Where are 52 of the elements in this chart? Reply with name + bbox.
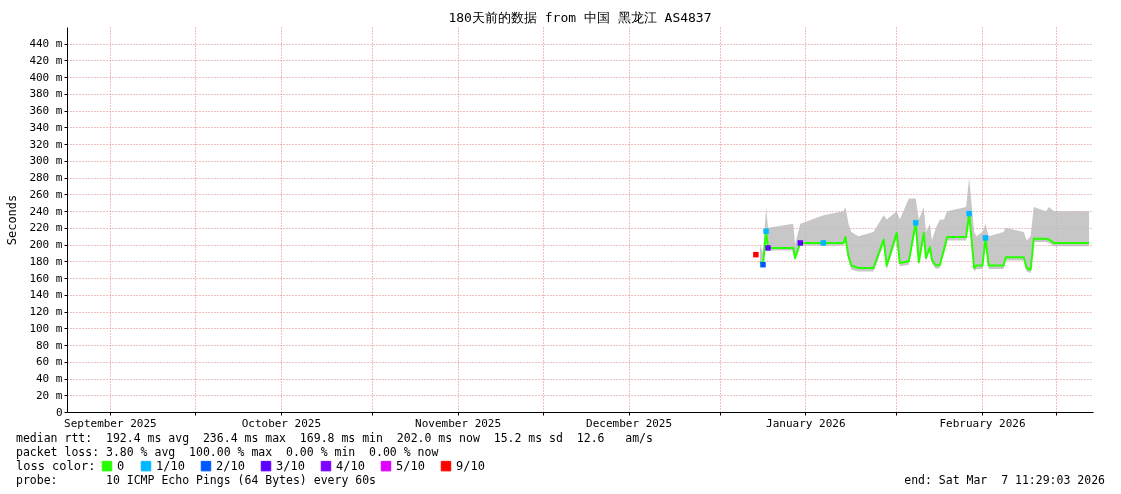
point — [763, 228, 769, 234]
text: median rtt: 192.4 ms avg 236.4 ms max 169.8 ms min 202.0 ms now 15.2 ms sd 12.6 am/s — [16, 431, 653, 445]
legend-label: 5/10 — [396, 459, 425, 474]
legend-label: 2/10 — [216, 459, 245, 474]
y-tick-label: 20 m — [36, 388, 63, 402]
y-tick-label: 160 m — [29, 271, 63, 285]
y-tick-label: 240 m — [29, 204, 63, 218]
x-tick-label: February 2026 — [939, 416, 1026, 430]
y-tick-label: 280 m — [29, 171, 63, 185]
text: probe: 10 ICMP Echo Pings (64 Bytes) every 60s — [16, 473, 377, 487]
y-tick-label: 300 m — [29, 154, 63, 168]
x-tick-label: January 2026 — [766, 416, 846, 430]
legend-label: 9/10 — [456, 459, 485, 474]
point — [797, 240, 804, 246]
legend-label: 0 — [117, 459, 125, 474]
legend-title: loss color: — [16, 459, 96, 473]
y-tick-label: 80 m — [36, 338, 63, 352]
point — [760, 261, 766, 268]
x-tick-label: September 2025 — [64, 416, 157, 430]
y-tick-label: 120 m — [29, 305, 63, 319]
y-tick-label: 180 m — [29, 254, 63, 268]
point — [982, 235, 989, 241]
y-tick-label: 200 m — [29, 238, 63, 252]
point — [765, 245, 771, 251]
y-tick-label: 60 m — [36, 355, 63, 369]
point — [820, 240, 827, 246]
text: end: Sat Mar 7 11:29:03 2026 — [904, 473, 1105, 487]
chart-title: 180天前的数据 from 中国 黑龙江 AS4837 — [448, 10, 712, 25]
y-tick-label: 440 m — [29, 37, 63, 51]
legend-label: 1/10 — [156, 459, 185, 474]
y-tick-label: 320 m — [29, 137, 63, 151]
x-tick-label: December 2025 — [586, 416, 673, 430]
y-tick-label: 100 m — [29, 321, 63, 335]
point — [966, 210, 972, 217]
x-tick-label: November 2025 — [415, 416, 502, 430]
y-tick-label: 40 m — [36, 372, 63, 386]
y-tick-label: 420 m — [29, 53, 63, 67]
point — [753, 251, 759, 258]
x-tick-label: October 2025 — [241, 416, 322, 430]
y-axis-title: Seconds — [5, 194, 20, 246]
legend-label: 3/10 — [276, 459, 305, 474]
y-tick-label: 380 m — [29, 87, 63, 101]
y-tick-label: 360 m — [29, 104, 63, 118]
text: packet loss: 3.80 % avg 100.00 % max 0.00 % min 0.00 % now — [16, 445, 439, 459]
y-tick-label: 260 m — [29, 187, 63, 201]
y-tick-label: 140 m — [29, 288, 63, 302]
legend-label: 4/10 — [336, 459, 365, 474]
y-tick-label: 340 m — [29, 120, 63, 134]
y-tick-label: 0 — [55, 405, 63, 419]
point — [912, 220, 919, 226]
y-tick-label: 400 m — [29, 70, 63, 84]
y-tick-label: 220 m — [29, 221, 63, 235]
